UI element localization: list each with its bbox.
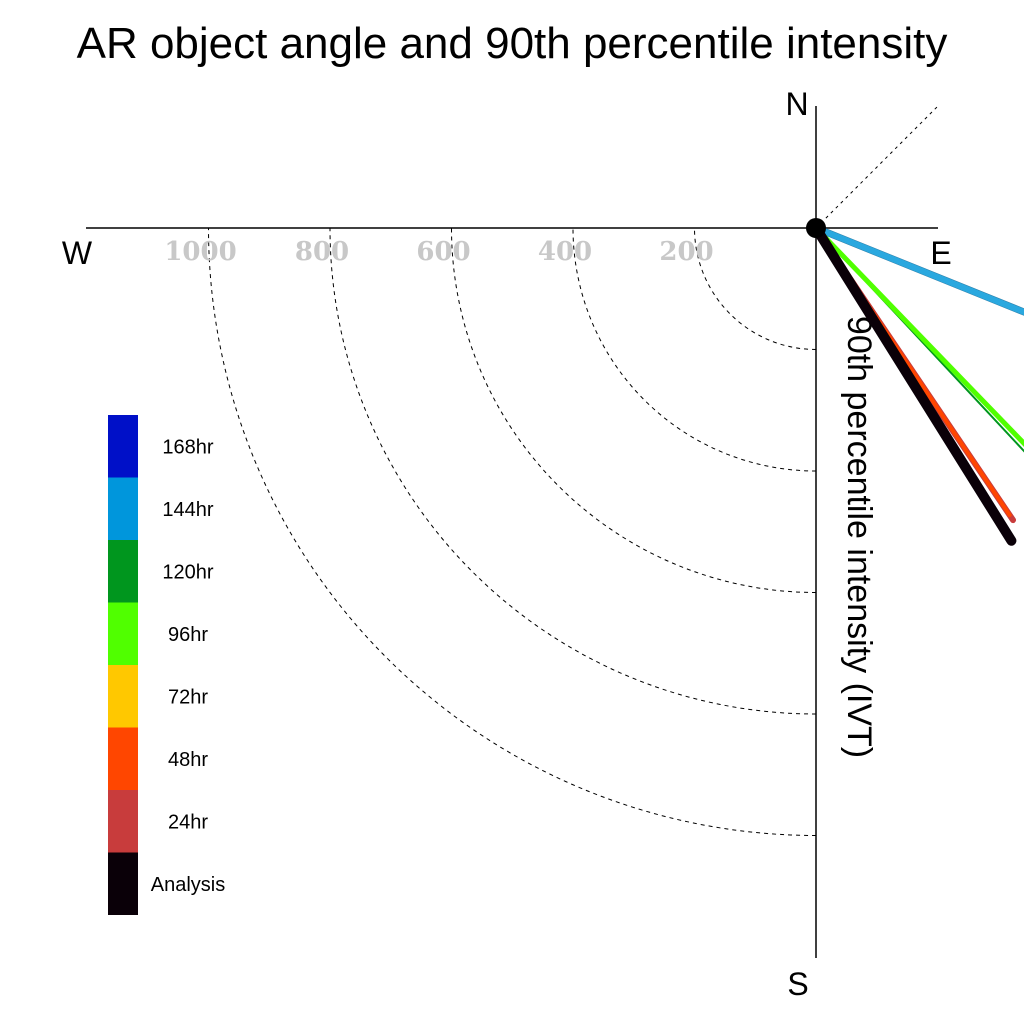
y-axis-label: 90th percentile intensity (IVT) — [840, 316, 878, 758]
legend-label-96hr: 96hr — [168, 624, 208, 646]
legend-swatch-analysis — [108, 852, 138, 915]
legend-label-analysis: Analysis — [151, 874, 225, 896]
legend-swatch-168hr — [108, 415, 138, 478]
legend-label-72hr: 72hr — [168, 686, 208, 708]
legend-swatch-72hr — [108, 665, 138, 728]
legend-label-48hr: 48hr — [168, 749, 208, 771]
compass-n: N — [785, 86, 808, 122]
grid-arc-800 — [329, 227, 817, 715]
legend-swatch-120hr — [108, 540, 138, 603]
vector-series — [811, 223, 1024, 546]
legend-label-120hr: 120hr — [162, 561, 213, 583]
legend-label-168hr: 168hr — [162, 436, 213, 458]
compass-s: S — [787, 966, 808, 1002]
legend-swatch-24hr — [108, 790, 138, 853]
tick-label-200: 200 — [659, 237, 713, 267]
legend-label-144hr: 144hr — [162, 499, 213, 521]
legend-swatch-144hr — [108, 477, 138, 540]
reference-diagonal — [815, 103, 941, 229]
legend: 168hr 144hr 120hr 96hr 72hr 48hr 24hr Analysis — [108, 415, 225, 915]
grid-arc-1000 — [208, 227, 817, 836]
tick-label-600: 600 — [416, 237, 470, 267]
radial-tick-labels: 200 400 600 800 1000 — [164, 237, 713, 267]
grid-arc-600 — [451, 227, 817, 593]
legend-label-24hr: 24hr — [168, 811, 208, 833]
compass-e: E — [930, 235, 951, 271]
grid-arc-200 — [694, 227, 817, 350]
compass-w: W — [62, 235, 93, 271]
chart-title: AR object angle and 90th percentile inte… — [77, 19, 948, 68]
vector-analysis — [811, 223, 1017, 546]
legend-swatch-96hr — [108, 602, 138, 665]
tick-label-800: 800 — [295, 237, 349, 267]
tick-label-400: 400 — [538, 237, 592, 267]
radial-grid — [208, 227, 817, 836]
vector-96hr — [813, 225, 1024, 447]
legend-swatch-48hr — [108, 727, 138, 790]
origin-marker — [806, 218, 826, 238]
tick-label-1000: 1000 — [164, 237, 236, 267]
vector-144hr — [813, 225, 1024, 316]
